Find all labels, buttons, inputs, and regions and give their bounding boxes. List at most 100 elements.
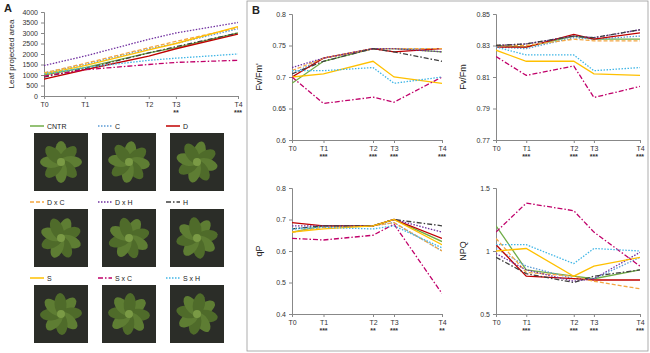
tick-label: 0.83	[476, 42, 490, 49]
tick-mark	[526, 314, 527, 317]
tick: T3	[172, 96, 180, 108]
tick-mark	[640, 140, 641, 143]
axis-line	[493, 189, 497, 315]
tick-label: 1000	[22, 72, 38, 79]
tick-mark	[493, 251, 496, 252]
plant-center	[193, 310, 201, 318]
panel-label: A	[4, 2, 12, 14]
series-line	[496, 47, 640, 71]
legend-label: S x H	[183, 275, 200, 282]
axis-line	[293, 315, 443, 318]
tick-mark	[85, 96, 86, 99]
plant-photo	[102, 285, 156, 343]
tick-mark	[594, 314, 595, 317]
significance: ***	[636, 327, 644, 334]
tick-mark	[373, 140, 374, 143]
plant-leaf	[42, 143, 66, 167]
tick: 4000	[22, 9, 44, 16]
tick: T1	[81, 96, 89, 108]
chart: 0.511.5T0T1T2T3T4************NPQ	[458, 185, 645, 334]
tick-label: 0.81	[476, 74, 490, 81]
legend-swatch	[30, 125, 44, 127]
axis-title: NPQ	[458, 241, 468, 261]
significance: ***	[319, 153, 327, 160]
series-line	[44, 33, 238, 77]
tick: T0	[288, 314, 296, 326]
tick-mark	[324, 140, 325, 143]
tick: 0.5	[480, 311, 496, 318]
tick-mark	[394, 314, 395, 317]
plant-leaf	[111, 142, 134, 167]
series-line	[292, 77, 442, 103]
tick-label: 0.5	[480, 311, 490, 318]
chart: 0.770.790.810.830.85T0T1T2T3T4**********…	[458, 11, 645, 160]
series-line	[496, 238, 640, 288]
series-line	[292, 61, 442, 83]
plant-center	[193, 234, 201, 242]
tick-mark	[493, 14, 496, 15]
tick: 0.77	[476, 137, 496, 144]
series-line	[44, 54, 238, 74]
series-line	[292, 224, 442, 293]
legend-swatch	[98, 125, 112, 127]
tick: T3	[390, 140, 398, 152]
legend-label: CNTR	[47, 123, 66, 130]
axis-title: Fv/Fm'	[254, 63, 264, 90]
tick: 0.5	[276, 279, 292, 286]
figure: 05001000150020002500300035004000T0T1T2T3…	[0, 0, 650, 353]
tick: T2	[570, 314, 578, 326]
tick-mark	[289, 314, 292, 315]
axis-line	[493, 15, 497, 141]
tick: 3000	[22, 30, 44, 37]
tick-label: T4	[234, 101, 242, 108]
tick: 0.6	[276, 137, 292, 144]
tick-label: T2	[570, 319, 578, 326]
tick-label: T0	[492, 319, 500, 326]
series-line	[496, 203, 640, 266]
tick-label: 0.7	[276, 216, 286, 223]
axis-title: Leaf projected area	[7, 19, 16, 88]
tick-mark	[41, 65, 44, 66]
tick-mark	[289, 188, 292, 189]
tick-mark	[574, 314, 575, 317]
significance: ***	[390, 327, 398, 334]
tick-label: 500	[26, 82, 38, 89]
tick: 0.85	[476, 11, 496, 18]
tick: 0.7	[276, 74, 292, 81]
plot-area	[292, 220, 442, 294]
series-line	[496, 248, 640, 276]
tick-label: T4	[438, 145, 446, 152]
tick-mark	[289, 14, 292, 15]
axis-line	[289, 189, 293, 315]
plant-center	[57, 234, 65, 242]
tick: T1	[320, 140, 328, 152]
tick: T0	[40, 96, 48, 108]
x-axis: T0T1T2T3T4	[288, 140, 446, 152]
tick-label: 1500	[22, 61, 38, 68]
tick-mark	[292, 140, 293, 143]
axis-line	[41, 13, 45, 97]
tick-mark	[149, 96, 150, 99]
tick: 0	[34, 93, 44, 100]
plant-center	[57, 310, 65, 318]
tick-mark	[289, 283, 292, 284]
significance: ***	[438, 153, 446, 160]
axis-line	[497, 141, 641, 144]
tick-label: 0.4	[276, 311, 286, 318]
series-line	[292, 220, 442, 245]
tick-mark	[574, 140, 575, 143]
tick-label: T0	[40, 101, 48, 108]
tick-label: 0	[34, 93, 38, 100]
tick-mark	[292, 314, 293, 317]
legend-label: C	[115, 123, 120, 130]
tick-mark	[289, 77, 292, 78]
tick: T4	[438, 140, 446, 152]
legend-label: S x C	[115, 275, 132, 282]
tick-label: T2	[369, 145, 377, 152]
significance: **	[173, 109, 179, 116]
tick: 0.4	[276, 311, 292, 318]
tick-mark	[176, 96, 177, 99]
legend-label: D x H	[115, 199, 133, 206]
tick: T0	[492, 140, 500, 152]
tick-label: 1	[486, 248, 490, 255]
